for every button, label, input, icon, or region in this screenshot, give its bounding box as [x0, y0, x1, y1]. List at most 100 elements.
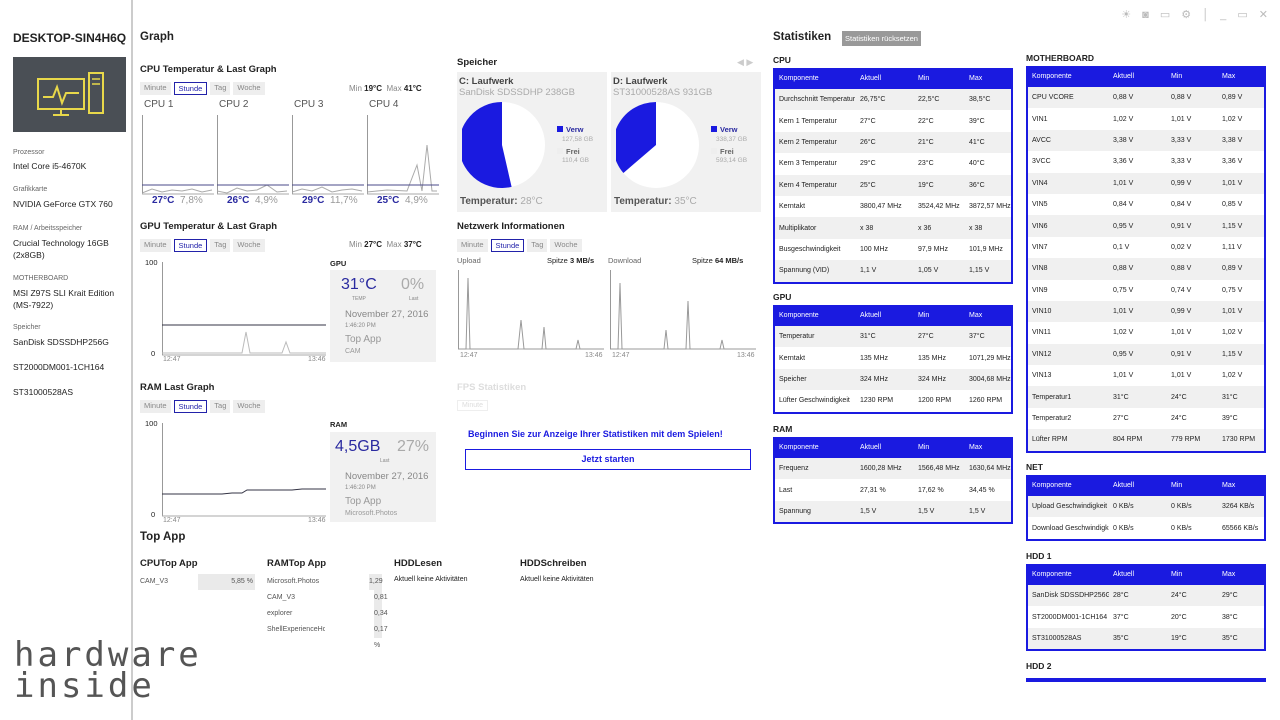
- tab-stunde[interactable]: Stunde: [173, 239, 208, 252]
- core-name: CPU 1: [144, 99, 174, 110]
- table-row: Kerntakt 135 MHz 135 MHz 1071,29 MHz: [775, 347, 1011, 368]
- table-cell: 1,1 V: [856, 260, 914, 282]
- table-cell: 1,15 V: [1218, 343, 1264, 366]
- core-name: CPU 3: [294, 99, 324, 110]
- table-cell: Multiplikator: [775, 217, 856, 239]
- fps-title: FPS Statistiken: [457, 382, 527, 393]
- stats-gpu-table: Komponente Aktuell Min Max Temperatur 31°C 27°…: [773, 305, 1013, 414]
- fps-start-button[interactable]: Jetzt starten: [465, 449, 751, 470]
- table-row: VIN5 0,84 V 0,84 V 0,85 V: [1028, 194, 1264, 215]
- table-cell: x 38: [856, 217, 914, 239]
- table-cell: 0,95 V: [1109, 343, 1167, 366]
- tab-stunde[interactable]: Stunde: [173, 82, 208, 95]
- table-row: Kern 4 Temperatur 25°C 19°C 36°C: [775, 174, 1011, 196]
- spec-label-cpu: Prozessor: [13, 149, 45, 156]
- table-cell: VIN1: [1032, 115, 1048, 123]
- topapp-name: CAM_V3: [140, 578, 169, 585]
- window-controls[interactable]: ☀ ◙ ▭ ⚙ │ _ ▭ ✕: [1121, 9, 1272, 21]
- table-cell: Frequenz: [775, 458, 856, 480]
- table-cell: 39°C: [1222, 415, 1238, 423]
- hdd-write-text: Aktuell keine Aktivitäten: [520, 576, 594, 583]
- gpu-x-end: 13:46: [308, 356, 326, 363]
- table-cell: VIN7: [1032, 243, 1048, 251]
- tab-tag[interactable]: Tag: [210, 82, 231, 95]
- tab-woche[interactable]: Woche: [233, 82, 265, 95]
- tab-tag[interactable]: Tag: [527, 239, 548, 252]
- table-cell: 1,01 V: [1171, 329, 1192, 337]
- tab-stunde[interactable]: Stunde: [490, 239, 525, 252]
- table-cell: 100 MHz: [860, 245, 889, 253]
- tab-stunde[interactable]: Stunde: [173, 400, 208, 413]
- table-cell: 23°C: [918, 160, 934, 168]
- tab-minute[interactable]: Minute: [140, 82, 171, 95]
- graph-title: Graph: [140, 31, 174, 43]
- stats-reset-button[interactable]: Statistiken rücksetzen: [842, 31, 921, 46]
- drive-temp: Temperatur: 35°C: [614, 196, 697, 207]
- table-cell: 40°C: [969, 160, 985, 168]
- core-load: 4,9%: [255, 195, 278, 206]
- table-cell: VIN4: [1028, 172, 1109, 194]
- drive-model: SanDisk SDSSDHP 238GB: [459, 87, 575, 98]
- table-row: VIN8 0,88 V 0,88 V 0,89 V: [1028, 258, 1264, 280]
- ram-card-date: November 27, 2016: [345, 471, 429, 482]
- table-cell: 1,02 V: [1113, 115, 1134, 123]
- download-graph: [610, 270, 756, 350]
- table-cell: 29°C: [860, 160, 876, 168]
- tab-woche[interactable]: Woche: [233, 239, 265, 252]
- tab-woche[interactable]: Woche: [550, 239, 582, 252]
- table-cell: 101,9 MHz: [969, 245, 1003, 253]
- table-cell: 779 RPM: [1167, 429, 1218, 451]
- core-load: 7,8%: [180, 195, 203, 206]
- tab-minute[interactable]: Minute: [457, 239, 488, 252]
- drive-name: D: Laufwerk: [613, 76, 668, 87]
- table-cell: 1,5 V: [914, 500, 965, 523]
- table-cell: 0,88 V: [1167, 258, 1218, 280]
- table-cell: 0,88 V: [1167, 87, 1218, 109]
- topapp-title: Top App: [140, 531, 186, 543]
- table-cell: Temperatur1: [1028, 386, 1109, 408]
- free-legend-label: Frei: [720, 147, 734, 156]
- core-graph: [217, 115, 289, 195]
- table-cell: 36°C: [965, 174, 1011, 196]
- sidebar: [0, 0, 133, 720]
- gpu-range-tabs: Minute Stunde Tag Woche: [140, 239, 265, 252]
- table-cell: 0 KB/s: [1109, 496, 1167, 518]
- storage-pager[interactable]: ◀ ▶: [737, 57, 754, 67]
- table-cell: 27,31 %: [860, 486, 886, 494]
- spec-label-mb: MOTHERBOARD: [13, 275, 69, 282]
- table-cell: 26°C: [856, 131, 914, 154]
- ram-x-start: 12:47: [163, 517, 181, 524]
- table-cell: 3800,47 MHz: [860, 203, 902, 211]
- upload-peak: Spitze 3 MB/s: [547, 256, 595, 265]
- tab-minute[interactable]: Minute: [140, 400, 171, 413]
- gpu-card-temp-label: TEMP: [352, 296, 366, 302]
- tab-minute[interactable]: Minute: [140, 239, 171, 252]
- table-cell: Temperatur2: [1032, 415, 1072, 423]
- network-title: Netzwerk Informationen: [457, 221, 565, 232]
- table-cell: 1,01 V: [1218, 172, 1264, 194]
- ram-card-topapp: Microsoft.Photos: [345, 510, 398, 517]
- table-row: Upload Geschwindigkeit 0 KB/s 0 KB/s 3264 K…: [1028, 496, 1264, 518]
- ram-card: [330, 432, 436, 522]
- table-cell: Kerntakt: [779, 203, 806, 211]
- topapp-row: ShellExperienceHos... 0,17 %: [267, 622, 388, 649]
- table-cell: 0,02 V: [1171, 243, 1192, 251]
- topapp-row: CAM_V3 0,81 %: [267, 590, 388, 617]
- tab-woche[interactable]: Woche: [233, 400, 265, 413]
- cpu-topapp-title: CPUTop App: [140, 558, 198, 569]
- hdd-write-title: HDDSchreiben: [520, 558, 587, 569]
- fps-tab-minute[interactable]: Minute: [457, 400, 489, 411]
- stats-header: Max: [965, 305, 1011, 326]
- cpu-core-graphs: CPU 1 27°C 7,8% CPU 2 26°C 4,9% CPU 3 29°C…: [142, 99, 440, 209]
- tab-tag[interactable]: Tag: [210, 400, 231, 413]
- used-legend-swatch: [557, 126, 563, 132]
- table-row: Temperatur2 27°C 24°C 39°C: [1028, 408, 1264, 429]
- topapp-value: 0,17 %: [374, 622, 388, 649]
- table-cell: 37°C: [1113, 613, 1129, 621]
- table-cell: 1,01 V: [1113, 372, 1134, 380]
- topapp-value: 5,85 %: [198, 574, 255, 590]
- table-row: 3VCC 3,36 V 3,33 V 3,36 V: [1028, 151, 1264, 172]
- stats-header: Max: [1218, 66, 1264, 87]
- table-cell: 17,62 %: [918, 486, 944, 494]
- tab-tag[interactable]: Tag: [210, 239, 231, 252]
